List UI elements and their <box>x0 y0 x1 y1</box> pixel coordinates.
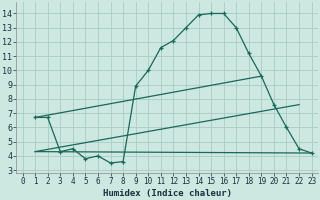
X-axis label: Humidex (Indice chaleur): Humidex (Indice chaleur) <box>103 189 232 198</box>
